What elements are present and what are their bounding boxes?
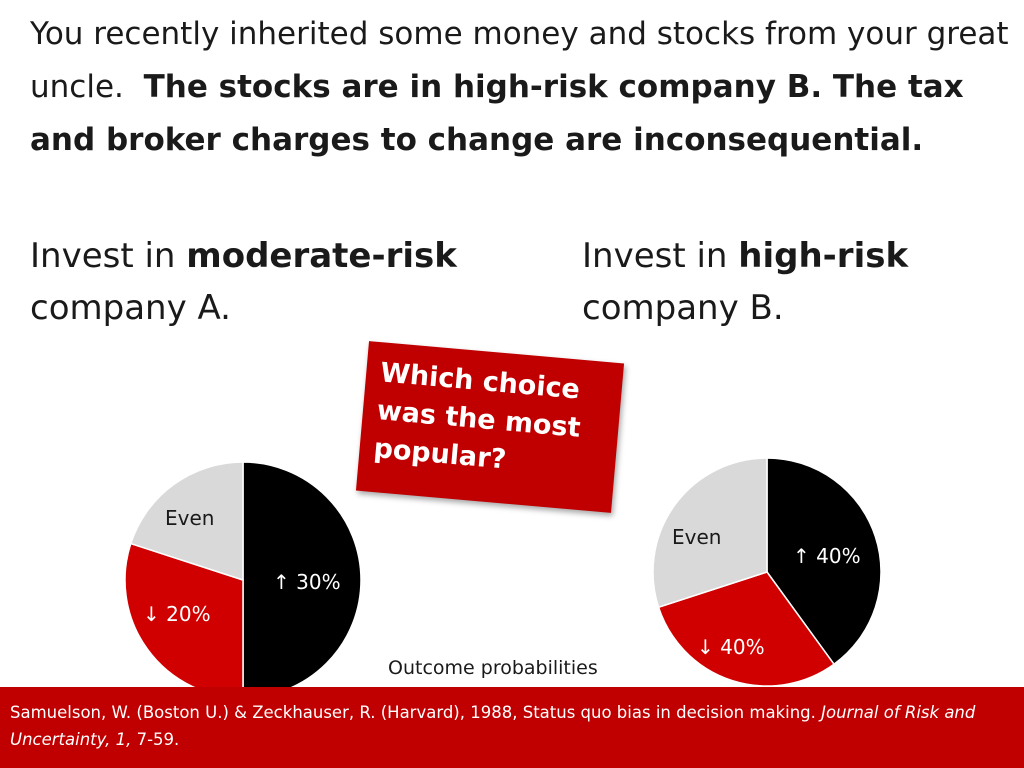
pie-chart-company-a: ↑ 30% ↓ 20% Even [124, 462, 362, 699]
pie-slice [129, 462, 244, 582]
citation-text: Samuelson, W. (Boston U.) & Zeckhauser, … [10, 699, 1012, 753]
citation-footer: Samuelson, W. (Boston U.) & Zeckhauser, … [0, 687, 1024, 768]
choice-a: Invest in moderate-risk company A. [30, 230, 457, 334]
choice-a-risk: moderate-risk [186, 236, 457, 276]
choice-b-risk: high-risk [738, 236, 909, 276]
pie-slice-label: ↑ 30% [273, 570, 341, 594]
pie-chart-company-b: ↑ 40% ↓ 40% Even [652, 458, 882, 687]
choice-b-prefix: Invest in [582, 236, 739, 276]
citation-journal: Journal of Risk and Uncertainty, 1, [10, 703, 976, 749]
intro-plain: You recently inherited some money and st… [30, 16, 1009, 105]
intro-text: You recently inherited some money and st… [30, 8, 1020, 167]
pie-slice [652, 458, 768, 609]
choice-b-company: company B. [582, 288, 784, 328]
pie-slice-label: Even [165, 506, 214, 530]
pie-slice [657, 571, 836, 687]
intro-bold: The stocks are in high-risk company B. T… [30, 69, 964, 158]
pie-slice-label: Even [672, 525, 721, 549]
outcome-probabilities-label: Outcome probabilities [388, 657, 598, 679]
citation-pages: 7-59. [136, 730, 180, 749]
choice-a-prefix: Invest in [30, 236, 187, 276]
pie-slice-label: ↓ 40% [697, 635, 765, 659]
choice-b: Invest in high-risk company B. [582, 230, 908, 334]
pie-slice [766, 458, 882, 666]
pie-slice-label: ↑ 40% [793, 544, 861, 568]
choice-a-company: company A. [30, 288, 231, 328]
pie-slice-label: ↓ 20% [143, 602, 211, 626]
question-text: Which choice was the most popular? [372, 357, 582, 476]
question-box: Which choice was the most popular? [355, 341, 625, 513]
citation-authors: Samuelson, W. (Boston U.) & Zeckhauser, … [10, 703, 816, 722]
